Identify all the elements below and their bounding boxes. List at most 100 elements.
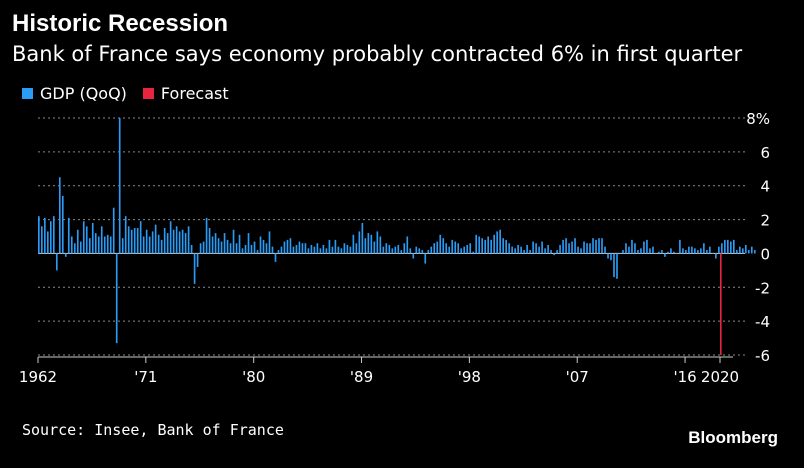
gdp-bar xyxy=(172,229,175,254)
gdp-bar xyxy=(259,236,262,254)
chart-legend: GDP (QoQ) Forecast xyxy=(22,84,239,103)
gdp-bar xyxy=(226,239,229,254)
gdp-bar xyxy=(148,236,151,254)
gdp-bar xyxy=(406,236,409,254)
gdp-bar xyxy=(667,251,669,254)
gdp-bar xyxy=(433,243,436,254)
gdp-bar xyxy=(744,244,747,254)
gdp-bar xyxy=(70,236,73,254)
gdp-bar xyxy=(544,248,546,254)
gdp-bar xyxy=(556,250,558,254)
gdp-bar xyxy=(142,236,145,254)
gdp-bar xyxy=(310,244,313,254)
gdp-bar xyxy=(535,243,537,254)
gdp-bar xyxy=(82,221,85,254)
gdp-bar xyxy=(64,253,67,257)
gdp-bar xyxy=(127,226,130,254)
gdp-bar xyxy=(718,246,720,254)
gdp-bar xyxy=(604,246,606,254)
gdp-bar xyxy=(214,233,217,254)
gdp-bar xyxy=(73,243,76,254)
gdp-bar xyxy=(397,244,400,254)
legend-swatch-forecast xyxy=(142,88,154,99)
gdp-bar xyxy=(319,248,322,254)
gdp-bar xyxy=(487,236,490,254)
gdp-bar xyxy=(610,253,612,261)
gdp-bar xyxy=(40,226,43,254)
gdp-bar xyxy=(271,246,274,254)
gdp-bar xyxy=(559,244,561,254)
gdp-bar xyxy=(391,248,394,254)
gdp-bar xyxy=(325,248,328,254)
gdp-bar xyxy=(676,253,678,254)
gdp-bar xyxy=(247,233,250,254)
gdp-bar xyxy=(747,250,750,254)
gdp-bar xyxy=(187,226,190,254)
gdp-bar xyxy=(385,243,388,254)
gdp-bar xyxy=(541,241,543,254)
gdp-bar xyxy=(490,239,492,254)
gdp-bar xyxy=(562,239,564,254)
gdp-bar xyxy=(295,244,298,254)
gdp-bar xyxy=(553,253,555,256)
y-axis-labels: 8% 6 4 2 0 -2 -4 -6 xyxy=(746,110,770,365)
gdp-bar xyxy=(274,253,277,262)
gdp-bar xyxy=(49,221,52,254)
gdp-bar xyxy=(679,239,681,254)
y-tick-label: 6 xyxy=(760,144,770,162)
x-tick-label: '80 xyxy=(242,368,265,386)
y-tick-label: -2 xyxy=(755,279,770,297)
gdp-bar xyxy=(217,238,220,254)
gdp-bar xyxy=(574,238,576,254)
gdp-bar xyxy=(436,241,439,254)
gdp-bar xyxy=(730,241,732,254)
gdp-bar xyxy=(361,222,364,254)
gdp-bar xyxy=(538,246,540,254)
gdp-bar xyxy=(346,244,349,254)
gdp-bar xyxy=(502,238,504,254)
gdp-bar xyxy=(619,253,621,254)
gdp-bar xyxy=(727,239,729,254)
gdp-bar xyxy=(160,239,163,254)
gdp-bar xyxy=(100,226,103,254)
gdp-bar xyxy=(199,243,202,254)
gdp-bar xyxy=(79,241,82,254)
gdp-bar xyxy=(238,234,241,254)
gdp-bar xyxy=(412,253,415,259)
gdp-bar xyxy=(457,243,460,254)
gdp-bar xyxy=(178,231,181,254)
gdp-bar xyxy=(709,246,711,254)
y-tick-label: -6 xyxy=(755,347,770,365)
gdp-bar xyxy=(85,226,88,254)
gdp-bar xyxy=(103,236,106,254)
gdp-bar xyxy=(220,241,223,254)
gdp-bar xyxy=(532,241,534,254)
y-tick-label: 8% xyxy=(746,110,770,128)
gdp-bar xyxy=(475,234,478,254)
gdp-bar xyxy=(568,243,570,254)
legend-swatch-gdp xyxy=(22,88,33,99)
gdp-bar xyxy=(753,250,756,254)
gdp-bar xyxy=(514,248,516,254)
gdp-bar xyxy=(409,248,412,254)
gdp-bar xyxy=(631,239,633,254)
gdp-bar xyxy=(208,228,211,254)
gdp-bar xyxy=(370,234,373,254)
gdp-bar xyxy=(466,244,469,254)
gdp-bar xyxy=(655,253,657,254)
gdp-bar xyxy=(691,246,693,254)
gdp-bar xyxy=(364,238,367,254)
x-tick-label: '98 xyxy=(458,368,481,386)
gdp-bar xyxy=(750,246,753,254)
y-tick-label: 0 xyxy=(760,245,770,263)
gdp-bar xyxy=(592,238,594,254)
gdp-bar xyxy=(646,239,648,254)
gdp-bar xyxy=(373,241,376,254)
gdp-bar xyxy=(469,243,472,254)
gdp-bar xyxy=(529,250,531,254)
gdp-bar xyxy=(640,248,642,254)
gdp-bar xyxy=(175,226,178,254)
gdp-bar xyxy=(400,250,403,254)
gdp-bar xyxy=(688,246,690,254)
gdp-bar xyxy=(211,236,214,254)
